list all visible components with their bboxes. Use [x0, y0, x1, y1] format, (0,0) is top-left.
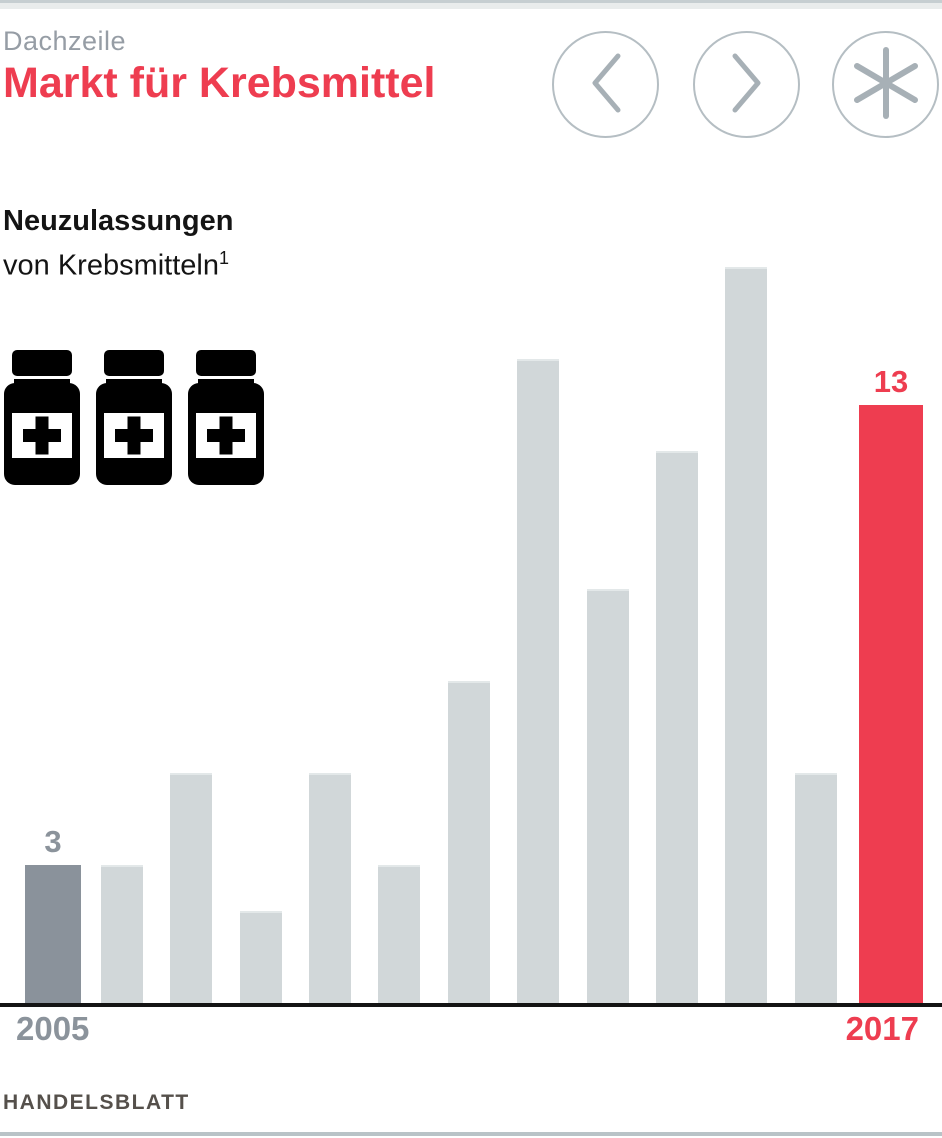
asterisk-icon	[850, 45, 922, 124]
x-tick-label-first: 2005	[16, 1010, 90, 1047]
x-axis-line	[0, 1003, 942, 1007]
chart-heading-line2: von Krebsmitteln	[3, 249, 219, 282]
bar-2013	[587, 589, 629, 1003]
pill-bottle-icon	[187, 350, 265, 490]
bar-2005: 3	[25, 826, 81, 1003]
bar-2012	[517, 359, 559, 1003]
bar-2009	[309, 773, 351, 1003]
pill-bottle-icon	[3, 350, 81, 490]
source-credit: HANDELSBLATT	[3, 1091, 190, 1114]
asterisk-button[interactable]	[832, 31, 939, 138]
bar-2007	[170, 773, 212, 1003]
bar-value-label-2005: 3	[44, 824, 62, 859]
bottom-divider	[0, 1132, 942, 1136]
chevron-right-icon	[730, 52, 764, 117]
prev-button[interactable]	[552, 31, 659, 138]
bar-value-label-2017: 13	[873, 364, 909, 399]
bar-2010	[378, 865, 420, 1003]
next-button[interactable]	[693, 31, 800, 138]
bar-2011	[448, 681, 490, 1003]
chart-heading-bold: Neuzulassungen	[3, 205, 234, 237]
pill-bottles-illustration	[3, 350, 265, 490]
chart-heading: Neuzulassungen von Krebsmitteln1	[3, 203, 233, 285]
x-tick-label-last: 2017	[845, 1010, 919, 1047]
page-title: Markt für Krebsmittel	[3, 59, 436, 107]
top-divider	[0, 0, 942, 9]
bar-2014	[656, 451, 698, 1003]
bar-2017: 13	[859, 366, 923, 1003]
bar-2016	[795, 773, 837, 1003]
kicker: Dachzeile	[3, 26, 127, 56]
bar-2015	[725, 267, 767, 1003]
footnote-marker: 1	[219, 248, 230, 268]
bar-2008	[240, 911, 282, 1003]
bar-2006	[101, 865, 143, 1003]
pill-bottle-icon	[95, 350, 173, 490]
chevron-left-icon	[589, 52, 623, 117]
